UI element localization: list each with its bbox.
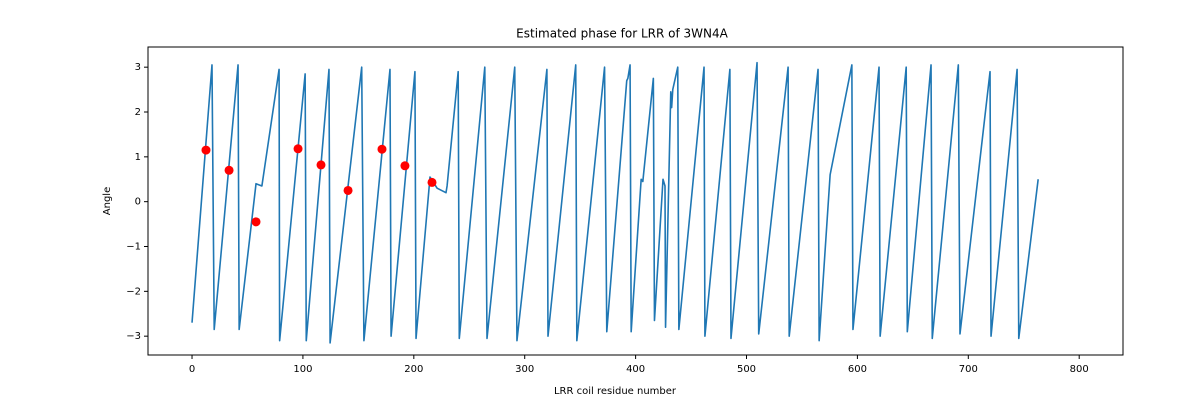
y-tick-label: −2 [126,286,141,297]
x-tick-label: 600 [848,364,867,375]
x-axis-label: LRR coil residue number [554,386,677,397]
marker-point [427,177,437,187]
marker-point [224,165,234,175]
x-tick-label: 700 [959,364,978,375]
y-axis-label: Angle [102,187,113,215]
marker-point [343,185,353,195]
x-tick-label: 100 [293,364,312,375]
x-tick-label: 500 [737,364,756,375]
y-tick-label: 2 [135,107,141,118]
marker-point [251,217,261,227]
marker-point [316,160,326,170]
chart-title: Estimated phase for LRR of 3WN4A [516,27,728,41]
y-tick-label: 1 [135,152,141,163]
x-tick-label: 0 [189,364,195,375]
y-tick-label: 3 [135,62,141,73]
x-tick-label: 300 [515,364,534,375]
plot-frame [147,46,1124,356]
y-tick-label: −1 [126,242,141,253]
marker-point [377,144,387,154]
y-tick-label: 0 [135,197,141,208]
x-tick-label: 800 [1070,364,1089,375]
marker-point [400,161,410,171]
x-tick-label: 400 [626,364,645,375]
y-tick-label: −3 [126,331,141,342]
x-tick-label: 200 [404,364,423,375]
marker-point [201,145,211,155]
marker-point [293,144,303,154]
phase-line [191,61,1039,344]
